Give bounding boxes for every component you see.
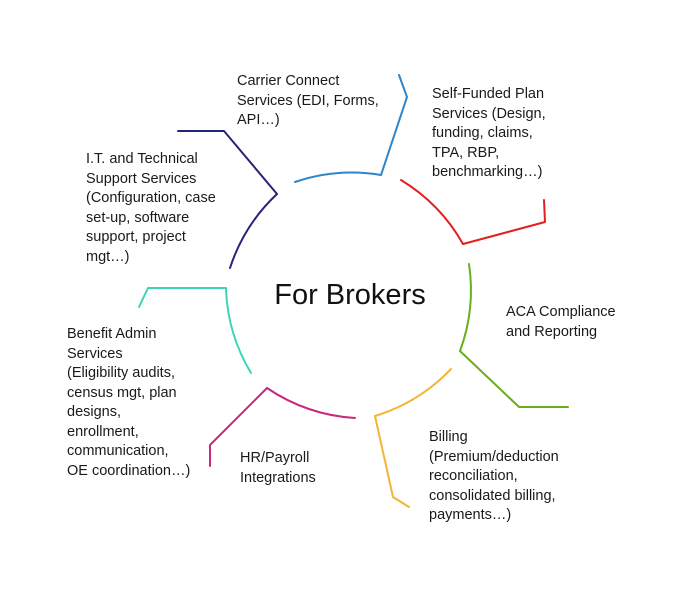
label-line: support, project [86,229,186,245]
benefit-admin-arc [225,289,252,374]
label-line: reconciliation, [429,468,518,484]
label-line: Services [67,345,123,362]
billing-label: Billing (Premium/deduction reconciliatio… [429,428,559,526]
center-title: For Brokers [274,279,425,311]
label-line: ACA Compliance [506,304,616,320]
hr-payroll-arc [266,387,356,419]
benefit-admin-label: Benefit Admin Services (Eligibility audi… [67,325,190,481]
hr-payroll-connector [209,387,268,467]
label-line: funding, claims, [432,125,533,141]
label-line: Billing [429,429,468,445]
billing-connector [374,415,410,508]
it-support-arc [229,193,278,269]
label-line: Services (Design, [432,105,546,122]
label-line: communication, [67,443,169,459]
label-line: (Configuration, case [86,190,216,206]
self-funded-connector [462,199,546,245]
hr-payroll-label: HR/Payroll Integrations [240,449,316,488]
carrier-connect-label: Carrier Connect Services (EDI, Forms, AP… [237,72,379,131]
label-line: enrollment, [67,423,139,440]
carrier-connect-arc [294,171,382,183]
self-funded-arc [400,179,464,245]
label-line: OE coordination…) [67,462,191,479]
aca-compliance-label: ACA Compliance and Reporting [506,303,616,342]
label-line: and Reporting [506,323,598,340]
label-line: Integrations [240,469,316,486]
label-line: (Premium/deduction [429,448,559,465]
label-line: census mgt, plan [67,384,177,401]
label-line: consolidated billing, [429,487,556,504]
it-support-connector [177,130,278,195]
label-line: I.T. and Technical [86,151,198,167]
billing-arc [374,368,452,417]
label-line: TPA, RBP, [432,144,500,161]
benefit-admin-connector [138,287,227,308]
it-support-label: I.T. and Technical Support Services (Con… [86,150,216,267]
label-line: Services (EDI, Forms, [237,92,379,109]
label-line: (Eligibility audits, [67,365,175,381]
label-line: Self-Funded Plan [432,86,545,102]
label-line: benchmarking…) [432,164,543,180]
label-line: Benefit Admin [67,326,157,342]
aca-compliance-arc [459,263,472,352]
label-line: HR/Payroll [240,450,310,466]
carrier-connect-connector [380,74,408,176]
self-funded-label: Self-Funded Plan Services (Design, fundi… [432,85,546,183]
aca-compliance-connector [459,350,569,408]
label-line: set-up, software [86,209,190,226]
label-line: Support Services [86,170,197,187]
label-line: designs, [67,404,122,420]
label-line: mgt…) [86,248,130,265]
label-line: Carrier Connect [237,73,340,89]
label-line: payments…) [429,507,512,523]
label-line: API…) [237,112,280,128]
